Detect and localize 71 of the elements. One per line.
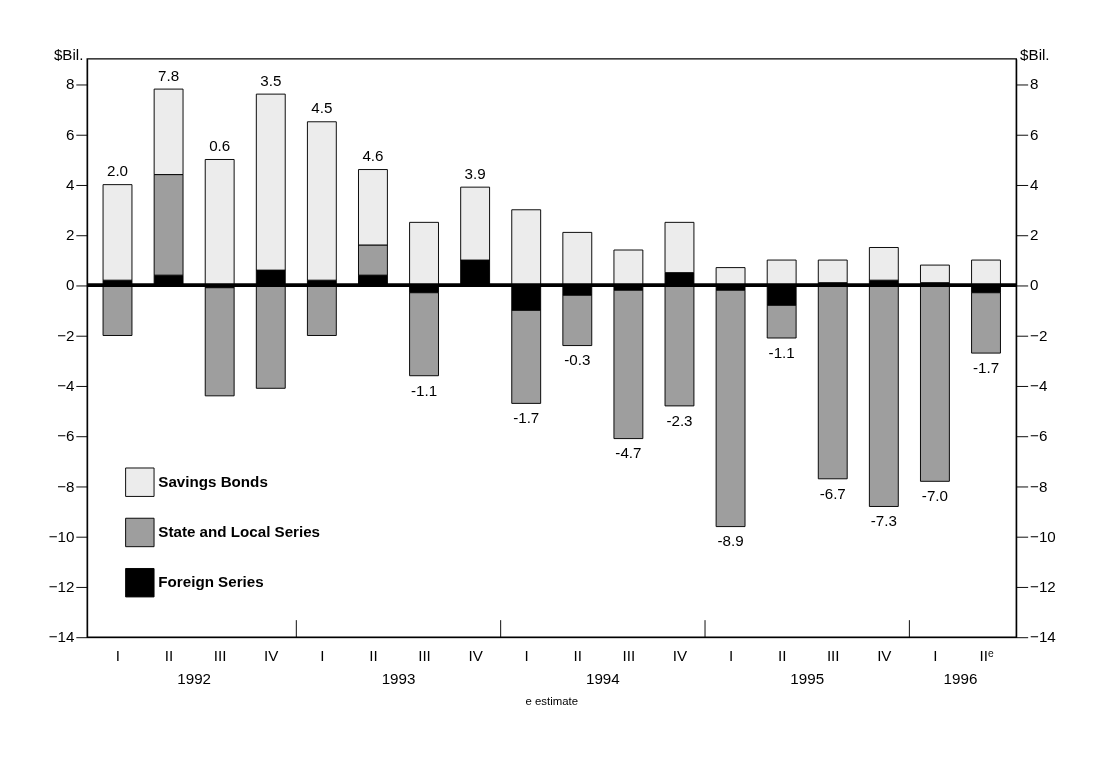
total-label: 7.8 [158,66,180,84]
total-label: -1.1 [410,381,438,399]
legend-label: Savings Bonds [158,472,268,490]
y-tick-label: −4 [57,376,75,394]
x-tick-label: IV [468,647,484,665]
total-label: -0.3 [564,351,591,369]
text: 1994 [585,669,620,687]
y2-tick-label: −10 [1030,527,1056,545]
text: 1993 [381,669,416,687]
y-tick-label: −2 [57,326,75,344]
total-label: -8.9 [717,532,744,550]
x-tick-label: IV [672,647,688,665]
y-tick-label: 6 [65,125,75,143]
x-tick-label: II [164,647,174,665]
x-tick-label: IV [264,647,280,665]
total-label: -7.3 [870,512,897,530]
legend-label: State and Local Series [158,523,321,541]
y-tick-label: 0 [65,276,75,294]
y2-tick-label: −12 [1030,578,1056,596]
y2-tick-label: 4 [1030,175,1039,193]
text: 1992 [177,669,211,687]
y-tick-label: 8 [65,75,75,93]
y-tick-label: 4 [65,175,75,193]
y2-tick-label: 8 [1030,75,1039,93]
x-tick-label: I [728,647,734,665]
x-tick-label: III [622,647,636,665]
y2-tick-label: −8 [1030,477,1048,495]
legend-label: Foreign Series [158,573,264,591]
text: 1995 [790,669,825,687]
x-tick-label: III [826,647,840,665]
x-tick-label: IIᵉ [979,647,994,665]
text: e estimate [525,694,578,707]
x-tick-label: III [418,647,431,665]
total-label: 4.6 [362,147,384,165]
y2-tick-label: 2 [1030,226,1039,244]
y-axis-title: $Bil. [53,45,84,63]
y2-tick-label: 0 [1030,276,1039,294]
total-label: -1.7 [972,359,1000,376]
total-label: 3.9 [464,164,486,182]
total-label: 2.0 [106,162,129,180]
x-tick-label: II [573,647,582,665]
y2-tick-label: −14 [1030,628,1056,646]
x-tick-label: II [777,647,787,665]
total-label: -1.7 [513,409,540,427]
x-tick-label: I [320,647,325,665]
x-tick-label: III [213,647,227,665]
total-label: -4.7 [615,444,642,462]
total-label: -1.1 [768,343,795,361]
x-tick-label: IV [877,647,893,665]
y-tick-label: −14 [48,628,75,646]
y-tick-label: −8 [57,477,75,495]
total-label: 0.6 [209,136,231,154]
total-label: 4.5 [311,99,333,117]
x-tick-label: I [933,647,938,665]
x-tick-label: II [369,647,378,665]
y-tick-label: 2 [65,226,75,244]
x-tick-label: I [115,647,121,665]
total-label: -7.0 [921,487,948,505]
y2-tick-label: 6 [1030,125,1039,143]
y2-tick-label: −2 [1030,326,1048,344]
x-tick-label: I [524,647,529,665]
y-tick-label: −12 [48,578,75,596]
text: 1996 [943,669,978,687]
y2-tick-label: −6 [1030,427,1048,445]
y-tick-label: −6 [57,427,75,445]
y2-tick-label: −4 [1030,376,1048,394]
total-label: 3.5 [260,71,282,89]
total-label: -2.3 [666,411,693,429]
total-label: -6.7 [819,484,846,502]
y-tick-label: −10 [48,527,75,545]
y2-axis-title: $Bil. [1020,45,1050,63]
